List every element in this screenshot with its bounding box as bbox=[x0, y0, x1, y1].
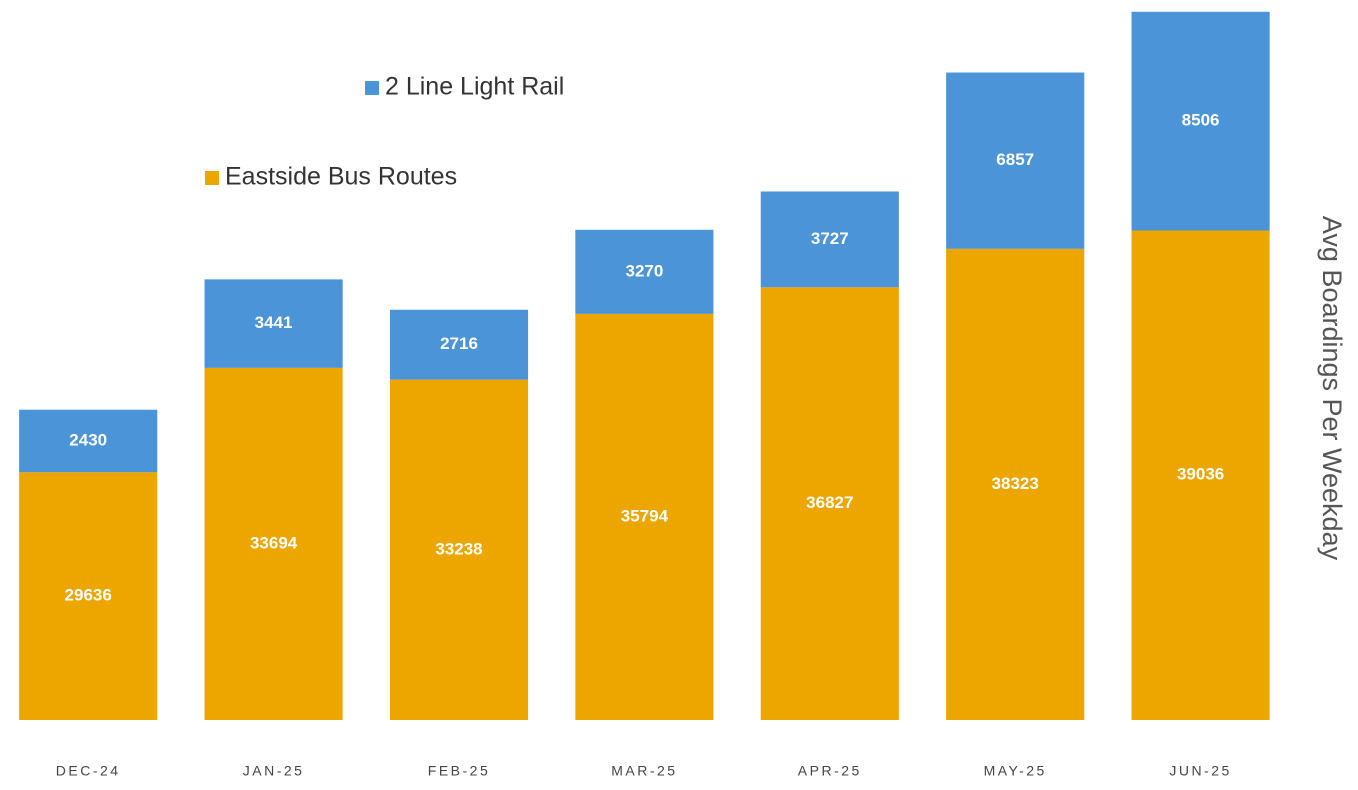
data-label: 3727 bbox=[811, 229, 849, 248]
x-tick-label: JUN-25 bbox=[1169, 763, 1231, 779]
bar-segment bbox=[760, 191, 899, 288]
data-label: 2430 bbox=[69, 430, 107, 449]
data-label: 33238 bbox=[435, 539, 482, 558]
bar-segment bbox=[389, 379, 529, 720]
x-tick-label: FEB-25 bbox=[428, 763, 490, 779]
data-label: 36827 bbox=[806, 493, 853, 512]
data-label: 8506 bbox=[1182, 111, 1220, 130]
legend-label: Eastside Bus Routes bbox=[225, 163, 457, 191]
bar-segment bbox=[760, 287, 899, 720]
x-tick-label: MAR-25 bbox=[611, 763, 677, 779]
legend-label: 2 Line Light Rail bbox=[385, 73, 564, 101]
bar-segment bbox=[1131, 11, 1270, 231]
bar-segment bbox=[1131, 230, 1270, 720]
bar-segment bbox=[946, 248, 1085, 720]
data-label: 35794 bbox=[621, 506, 669, 525]
bar-segment bbox=[946, 72, 1085, 249]
y-axis-label: Avg Boardings Per Weekday bbox=[1317, 216, 1347, 561]
bar-segment bbox=[389, 309, 529, 380]
bar-segment bbox=[204, 279, 343, 368]
x-tick-label: MAY-25 bbox=[984, 763, 1047, 779]
legend-swatch bbox=[205, 171, 219, 185]
bar-segment bbox=[19, 409, 158, 473]
data-label: 39036 bbox=[1177, 465, 1224, 484]
legend-swatch bbox=[365, 81, 379, 95]
bar-segment bbox=[204, 367, 343, 720]
bar-segment bbox=[19, 472, 158, 720]
bar-segment bbox=[575, 229, 714, 314]
x-tick-label: JAN-25 bbox=[243, 763, 305, 779]
data-label: 33694 bbox=[250, 533, 298, 552]
data-label: 6857 bbox=[996, 150, 1034, 169]
data-label: 3270 bbox=[625, 261, 663, 280]
data-label: 29636 bbox=[65, 586, 112, 605]
data-label: 3441 bbox=[255, 313, 293, 332]
x-tick-label: DEC-24 bbox=[56, 763, 121, 779]
data-label: 38323 bbox=[992, 474, 1039, 493]
data-label: 2716 bbox=[440, 334, 478, 353]
x-tick-label: APR-25 bbox=[798, 763, 862, 779]
bar-segment bbox=[575, 313, 714, 720]
